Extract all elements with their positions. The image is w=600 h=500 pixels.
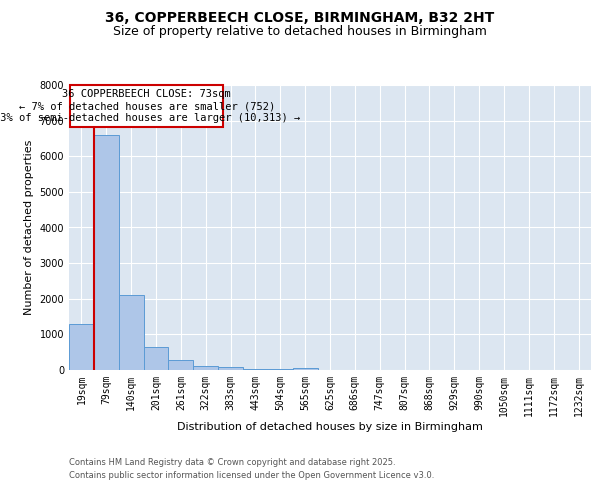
Bar	[70, 85, 223, 127]
Bar	[243, 369, 268, 370]
Text: 36 COPPERBEECH CLOSE: 73sqm: 36 COPPERBEECH CLOSE: 73sqm	[62, 89, 231, 99]
Bar	[218, 368, 243, 370]
Text: ← 7% of detached houses are smaller (752): ← 7% of detached houses are smaller (752…	[19, 101, 275, 111]
Y-axis label: Number of detached properties: Number of detached properties	[24, 140, 34, 315]
Bar	[69, 324, 94, 370]
Bar	[293, 368, 317, 370]
Bar	[119, 295, 143, 370]
Bar	[193, 366, 218, 370]
Text: 36, COPPERBEECH CLOSE, BIRMINGHAM, B32 2HT: 36, COPPERBEECH CLOSE, BIRMINGHAM, B32 2…	[106, 10, 494, 24]
Bar	[143, 347, 169, 370]
Bar	[94, 135, 119, 370]
Text: Contains public sector information licensed under the Open Government Licence v3: Contains public sector information licen…	[69, 470, 434, 480]
Text: Size of property relative to detached houses in Birmingham: Size of property relative to detached ho…	[113, 24, 487, 38]
Bar	[169, 360, 193, 370]
Text: 93% of semi-detached houses are larger (10,313) →: 93% of semi-detached houses are larger (…	[0, 113, 300, 123]
Text: Contains HM Land Registry data © Crown copyright and database right 2025.: Contains HM Land Registry data © Crown c…	[69, 458, 395, 467]
X-axis label: Distribution of detached houses by size in Birmingham: Distribution of detached houses by size …	[177, 422, 483, 432]
